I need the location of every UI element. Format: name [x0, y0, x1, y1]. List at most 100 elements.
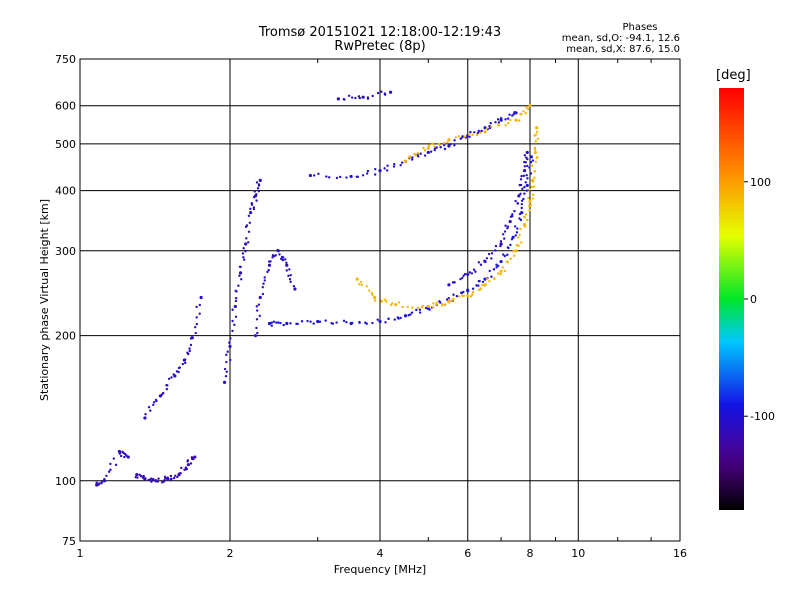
echo-scatter — [281, 258, 285, 262]
echo-scatter — [533, 146, 537, 150]
echo-scatter — [419, 152, 422, 155]
echo-scatter — [184, 466, 188, 469]
echo-scatter — [343, 98, 346, 101]
echo-scatter — [238, 274, 241, 277]
echo-scatter — [494, 121, 497, 124]
echo-scatter — [504, 124, 507, 127]
echo-scatter — [496, 118, 500, 121]
echo-scatter — [477, 279, 481, 283]
echo-scatter — [530, 185, 533, 189]
echo-scatter — [495, 266, 498, 269]
echo-scatter — [255, 199, 258, 202]
echo-scatter — [524, 161, 527, 164]
echo-scatter — [166, 384, 169, 387]
echo-scatter — [413, 152, 416, 156]
echo-scatter — [423, 149, 427, 152]
echo-scatter — [198, 312, 201, 315]
echo-scatter — [229, 358, 232, 362]
echo-scatter — [258, 314, 262, 318]
echo-scatter — [397, 317, 400, 320]
echo-scatter — [245, 237, 248, 240]
echo-scatter — [163, 478, 166, 482]
echo-scatter — [490, 275, 493, 278]
echo-scatter — [399, 316, 402, 320]
echo-scatter — [422, 146, 425, 150]
echo-scatter — [154, 398, 158, 402]
echo-scatter — [484, 283, 488, 286]
echo-scatter — [270, 321, 273, 324]
echo-scatter — [455, 294, 459, 298]
echo-scatter — [471, 133, 474, 137]
echo-scatter — [134, 476, 137, 479]
echo-point — [447, 138, 451, 142]
echo-scatter — [386, 164, 389, 167]
echo-scatter — [387, 317, 390, 320]
x-tick-label: 16 — [673, 547, 687, 560]
echo-scatter — [358, 321, 361, 324]
echo-scatter — [288, 268, 291, 271]
colorbar — [719, 88, 744, 510]
echo-point — [528, 104, 532, 108]
echo-point — [190, 336, 194, 340]
echo-scatter — [257, 183, 261, 186]
echo-scatter — [263, 276, 266, 279]
echo-scatter — [408, 155, 412, 158]
phase-stats-x: mean, sd,X: 87.6, 15.0 — [566, 44, 680, 55]
echo-scatter — [267, 260, 271, 263]
echo-scatter — [533, 134, 536, 137]
echo-scatter — [279, 321, 282, 325]
echo-scatter — [118, 451, 122, 454]
echo-point — [267, 321, 272, 326]
y-axis-label: Stationary phase Virtual Height [km] — [38, 199, 51, 401]
echo-point — [186, 463, 190, 467]
echo-scatter — [282, 256, 285, 259]
echo-scatter — [485, 277, 489, 281]
echo-scatter — [347, 94, 351, 97]
echo-scatter — [359, 280, 363, 284]
echo-scatter — [234, 315, 238, 318]
echo-scatter — [454, 136, 457, 139]
echo-scatter — [452, 297, 455, 301]
echo-scatter — [518, 119, 521, 122]
echo-scatter — [494, 249, 497, 252]
echo-scatter — [458, 295, 461, 298]
y-tick-label: 750 — [55, 53, 76, 66]
echo-scatter — [506, 117, 510, 120]
echo-scatter — [452, 293, 455, 296]
echo-scatter — [453, 139, 456, 142]
echo-point — [426, 150, 430, 155]
echo-scatter — [526, 107, 530, 111]
echo-scatter — [270, 324, 273, 327]
echo-scatter — [511, 213, 514, 216]
echo-scatter — [190, 456, 194, 459]
echo-point — [372, 295, 377, 300]
x-tick-label: 8 — [527, 547, 534, 560]
echo-scatter — [247, 214, 251, 218]
echo-scatter — [452, 281, 456, 284]
echo-point — [426, 146, 430, 150]
chart-title: Tromsø 20151021 12:18:00-12:19:43 — [258, 25, 502, 40]
echo-scatter — [431, 142, 434, 146]
echo-scatter — [282, 323, 285, 327]
echo-scatter — [195, 305, 198, 309]
echo-scatter — [524, 213, 528, 216]
echo-scatter — [524, 181, 527, 184]
echo-scatter — [424, 306, 428, 310]
echo-scatter — [241, 252, 245, 255]
echo-point — [244, 242, 248, 246]
echo-scatter — [383, 298, 387, 301]
echo-scatter — [288, 278, 292, 281]
echo-scatter — [261, 292, 265, 296]
echo-scatter — [384, 321, 387, 324]
echo-point — [199, 295, 203, 300]
echo-scatter — [514, 199, 517, 203]
echo-scatter — [385, 300, 388, 303]
echo-scatter — [289, 280, 292, 284]
echo-scatter — [167, 377, 171, 380]
echo-scatter — [523, 165, 526, 168]
echo-scatter — [262, 282, 265, 285]
echo-scatter — [249, 207, 252, 211]
echo-scatter — [360, 283, 364, 287]
echo-scatter — [521, 187, 524, 191]
echo-scatter — [519, 218, 523, 222]
